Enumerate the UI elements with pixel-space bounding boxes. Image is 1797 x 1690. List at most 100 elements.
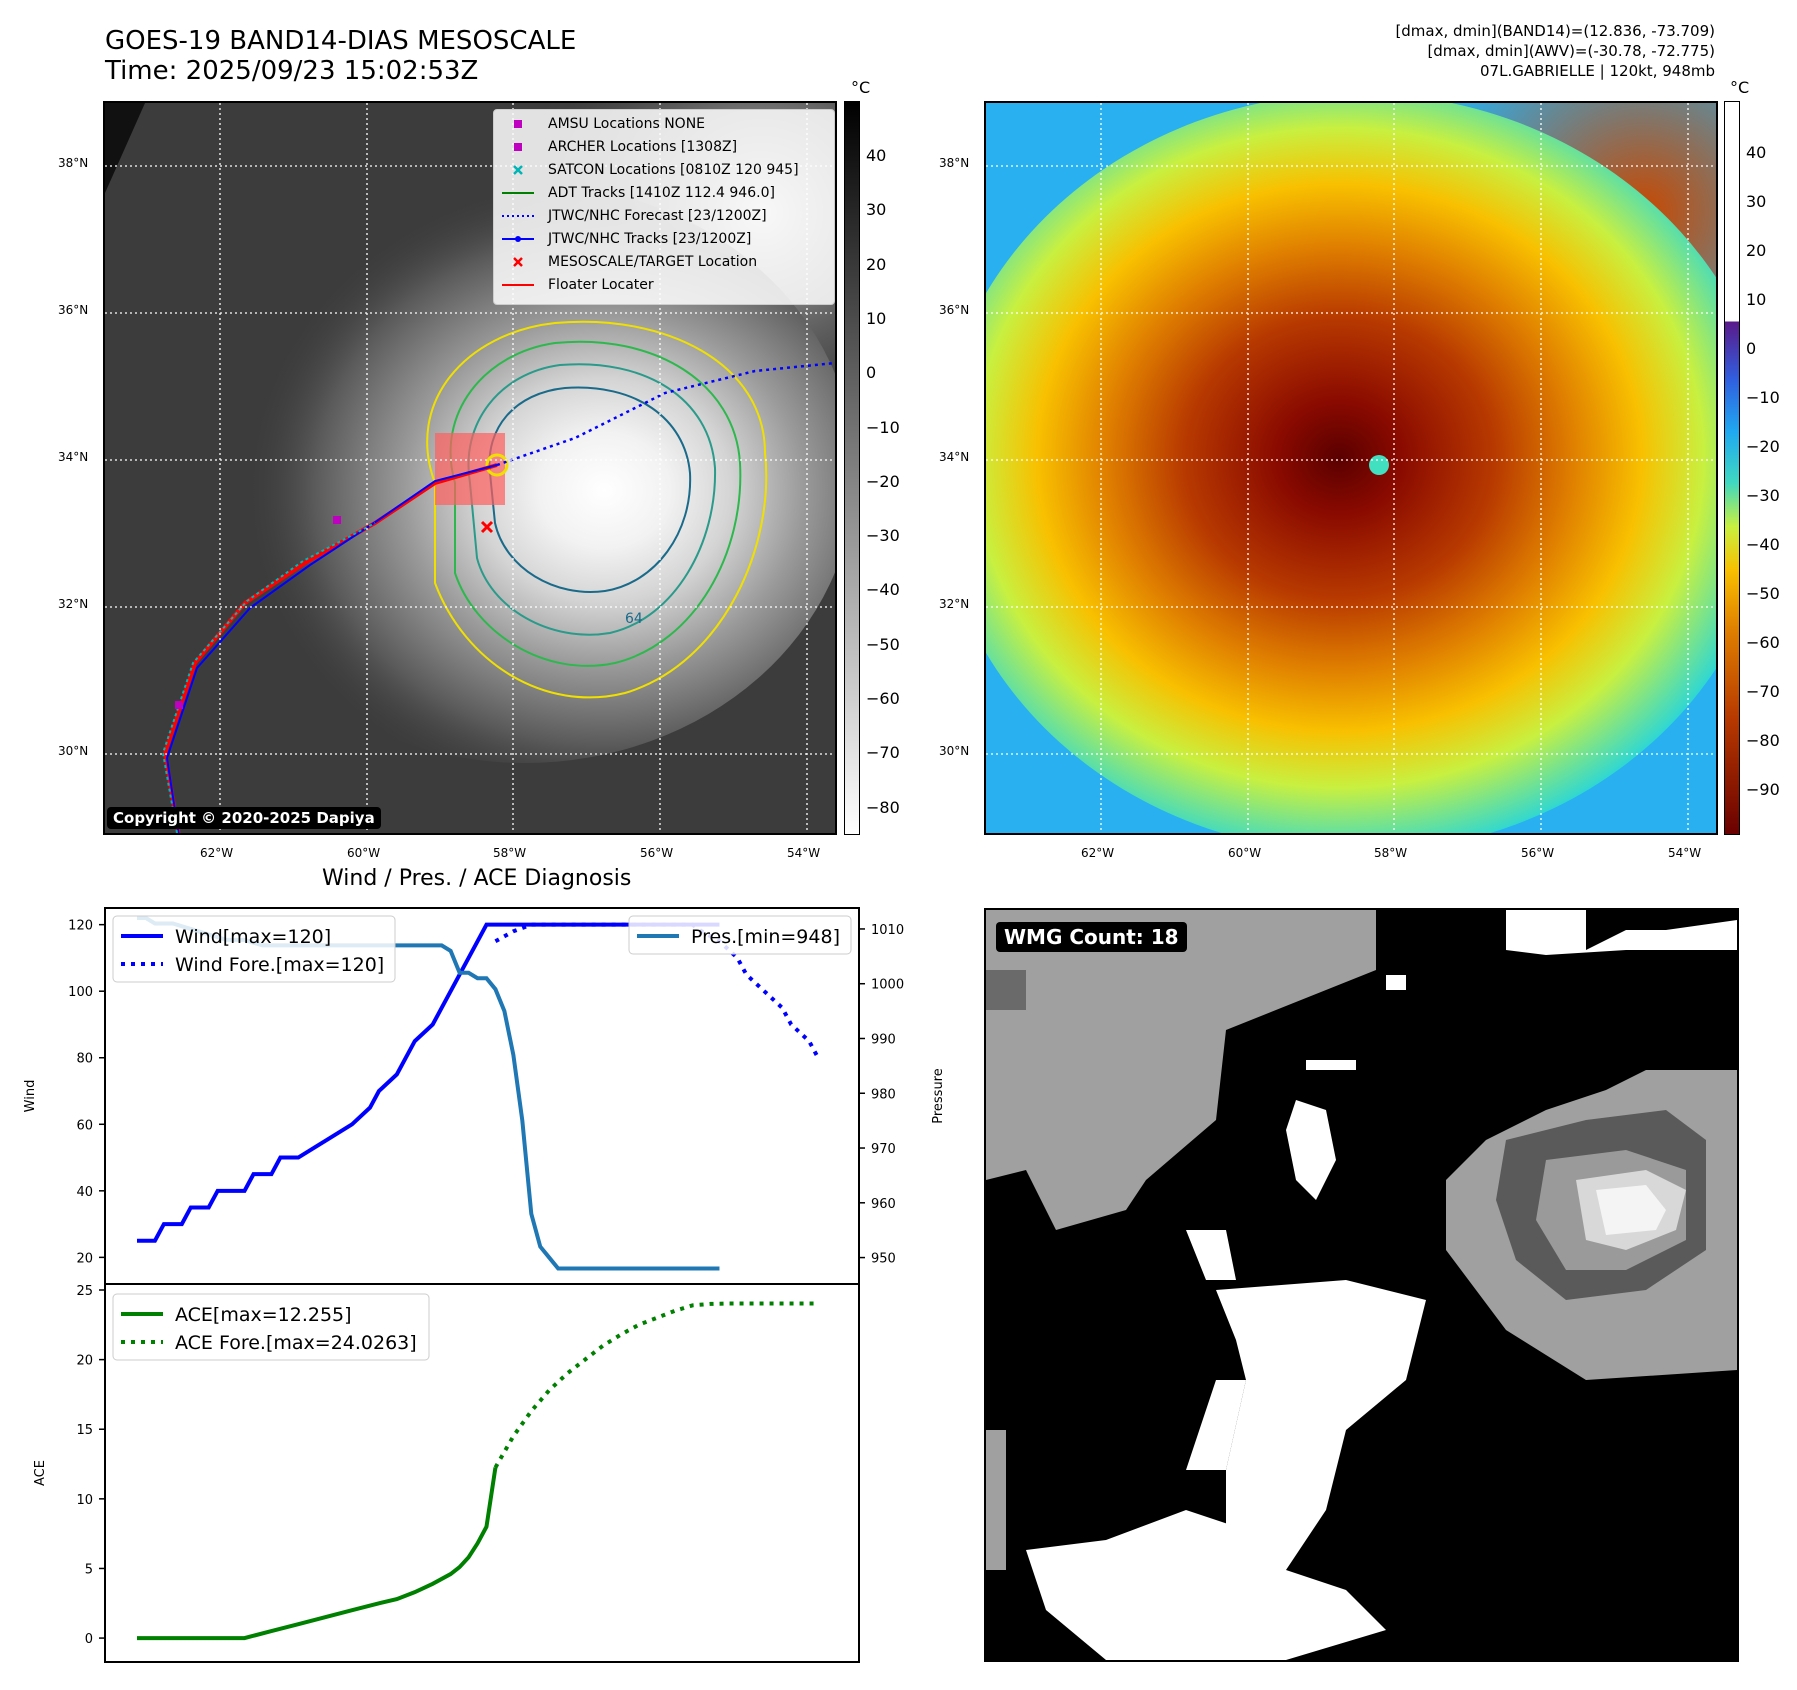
legend-label: Wind Fore.[max=120]: [175, 954, 384, 976]
y2-axis-label: Pressure: [931, 1068, 946, 1124]
legend-swatch-icon: [502, 215, 534, 217]
y-tick-label: 0: [85, 1632, 93, 1647]
colorbar-tick: −80: [1746, 731, 1780, 750]
legend-label: AMSU Locations NONE: [548, 116, 706, 132]
legend-label: Floater Locater: [548, 277, 654, 293]
missing-data-wedge: [105, 103, 145, 193]
y-tick-label: 100: [68, 985, 93, 1000]
target-x-icon: [480, 520, 494, 534]
legend-entry: JTWC/NHC Forecast [23/1200Z]: [500, 208, 767, 224]
lon-label: 54°W: [787, 846, 821, 860]
forecast-track: [496, 361, 835, 467]
y2-tick-label: 990: [871, 1032, 896, 1047]
legend-entry: AMSU Locations NONE: [500, 116, 705, 132]
chart-legend: [112, 1293, 430, 1361]
ace-axis-label: ACE: [33, 1460, 48, 1486]
wmg-grid: [986, 910, 1737, 1660]
wmg-panel: WMG Count: 18: [984, 908, 1739, 1662]
contour-yellow: [426, 320, 768, 699]
colorbar-tick: 10: [1746, 290, 1767, 309]
legend-label: Wind[max=120]: [175, 926, 331, 948]
colorbar-tick: −90: [1746, 780, 1780, 799]
legend-entry: JTWC/NHC Tracks [23/1200Z]: [500, 231, 751, 247]
contour-teal: [467, 363, 717, 636]
lat-label: 34°N: [939, 450, 970, 464]
y-tick-label: 10: [76, 1493, 93, 1508]
colorbar-right: [1724, 101, 1740, 835]
timestamp: Time: 2025/09/23 15:02:53Z: [105, 56, 479, 86]
y-tick-label: 15: [76, 1423, 93, 1438]
colorbar-right-unit: °C: [1730, 78, 1750, 97]
colorbar-tick: 0: [1746, 339, 1757, 358]
legend-label: MESOSCALE/TARGET Location: [548, 254, 758, 270]
legend-entry: ADT Tracks [1410Z 112.4 946.0]: [500, 185, 775, 201]
colorbar-tick: −30: [1746, 486, 1780, 505]
legend-label: ARCHER Locations [1308Z]: [548, 139, 738, 155]
map-legend: AMSU Locations NONE ARCHER Locations [130…: [493, 109, 835, 305]
legend-swatch-icon: [502, 284, 534, 286]
legend-entry: Floater Locater: [500, 277, 654, 293]
lat-label: 36°N: [58, 303, 89, 317]
colorbar-tick: −20: [866, 471, 900, 491]
contour-green: [449, 340, 742, 667]
legend-label: ACE[max=12.255]: [175, 1304, 352, 1326]
lon-label: 58°W: [1374, 846, 1408, 860]
colorbar-tick: −20: [1746, 437, 1780, 456]
storm-info: 07L.GABRIELLE | 120kt, 948mb: [1480, 62, 1715, 80]
colorbar-tick: −70: [866, 743, 900, 763]
lon-label: 54°W: [1668, 846, 1702, 860]
colorbar-tick: −80: [866, 797, 900, 817]
lon-label: 62°W: [1081, 846, 1115, 860]
legend-label: SATCON Locations [0810Z 120 945]: [548, 162, 799, 178]
floater-track: [162, 463, 498, 833]
lon-label: 56°W: [1521, 846, 1555, 860]
lon-label: 60°W: [347, 846, 381, 860]
ir-map-panel: 64 AMSU Locations NONE ARCHER Locations […: [103, 101, 837, 835]
colorbar-tick: −60: [1746, 633, 1780, 652]
legend-entry: ARCHER Locations [1308Z]: [500, 139, 737, 155]
colorbar-tick: −10: [1746, 388, 1780, 407]
storm-moisture-shield: [986, 103, 1716, 833]
colorbar-tick: −40: [1746, 535, 1780, 554]
info-awv: [dmax, dmin](AWV)=(-30.78, -72.775): [1427, 42, 1715, 60]
y2-tick-label: 970: [871, 1142, 896, 1157]
map-gridlines-right: [986, 103, 1716, 833]
chart-legend: [112, 915, 396, 983]
legend-label: ADT Tracks [1410Z 112.4 946.0]: [548, 185, 775, 201]
y-tick-label: 25: [76, 1284, 93, 1299]
lat-label: 32°N: [58, 597, 89, 611]
y2-tick-label: 1000: [871, 978, 904, 993]
y2-tick-label: 950: [871, 1252, 896, 1267]
eye: [1369, 455, 1389, 475]
copyright-badge: Copyright © 2020-2025 Dapiya: [107, 807, 381, 829]
colorbar-tick: −50: [1746, 584, 1780, 603]
contour-label: 64: [625, 611, 643, 627]
colorbar-tick: −10: [866, 417, 900, 437]
lon-label: 60°W: [1228, 846, 1262, 860]
legend-label: Pres.[min=948]: [691, 926, 840, 948]
y2-tick-label: 1010: [871, 923, 904, 938]
lon-label: 58°W: [493, 846, 527, 860]
chart-title: Wind / Pres. / ACE Diagnosis: [322, 866, 632, 891]
y-tick-label: 5: [85, 1562, 93, 1577]
legend-swatch-icon: [502, 192, 534, 194]
floater-box: [435, 433, 505, 505]
contour-64: [488, 386, 692, 593]
lat-label: 38°N: [58, 156, 89, 170]
lat-label: 34°N: [58, 450, 89, 464]
legend-label: JTWC/NHC Tracks [23/1200Z]: [548, 231, 752, 247]
awv-map: [986, 103, 1716, 833]
lat-label: 30°N: [58, 744, 89, 758]
colorbar-tick: −70: [1746, 682, 1780, 701]
page-title: GOES-19 BAND14-DIAS MESOSCALE: [105, 26, 577, 56]
y-tick-label: 20: [76, 1354, 93, 1369]
colorbar-left-unit: °C: [851, 78, 871, 97]
series-line: [137, 1467, 498, 1641]
legend-entry: SATCON Locations [0810Z 120 945]: [500, 162, 799, 178]
archer-markers: [175, 516, 341, 709]
legend-swatch-icon: [513, 257, 523, 267]
legend-swatch-icon: [513, 165, 523, 175]
jtwc-track: [165, 464, 498, 833]
series-line: [493, 1301, 819, 1469]
wmg-white-band: [1216, 1280, 1426, 1570]
